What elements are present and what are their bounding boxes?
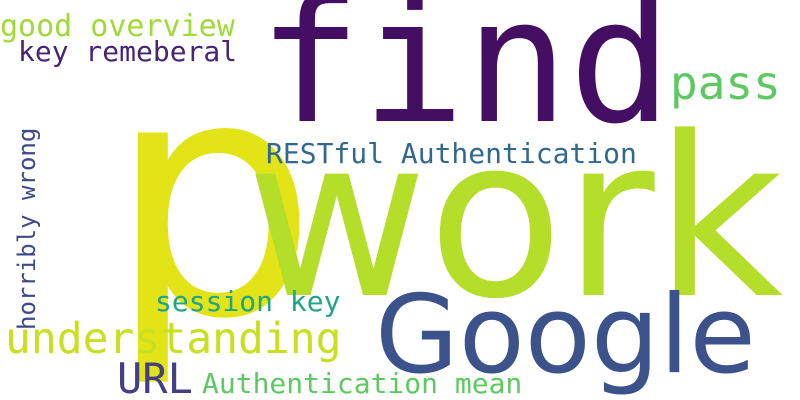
word-session-key: session key bbox=[155, 285, 341, 318]
word-work: work bbox=[246, 90, 784, 348]
word-horribly-wrong: horribly wrong bbox=[13, 127, 41, 330]
word-find: find bbox=[258, 0, 673, 162]
word-understanding: understanding bbox=[5, 314, 342, 364]
word-key-remeberal: key remeberal bbox=[18, 35, 238, 68]
word-google: Google bbox=[375, 273, 756, 398]
word-good-overview: good overview bbox=[0, 9, 235, 44]
word-restful-authentication: RESTful Authentication bbox=[266, 137, 637, 170]
word-url: URL bbox=[117, 354, 193, 400]
word-authentication-mean: Authentication mean bbox=[202, 367, 523, 400]
word-p: p bbox=[108, 7, 318, 391]
word-pass: pass bbox=[670, 56, 781, 110]
